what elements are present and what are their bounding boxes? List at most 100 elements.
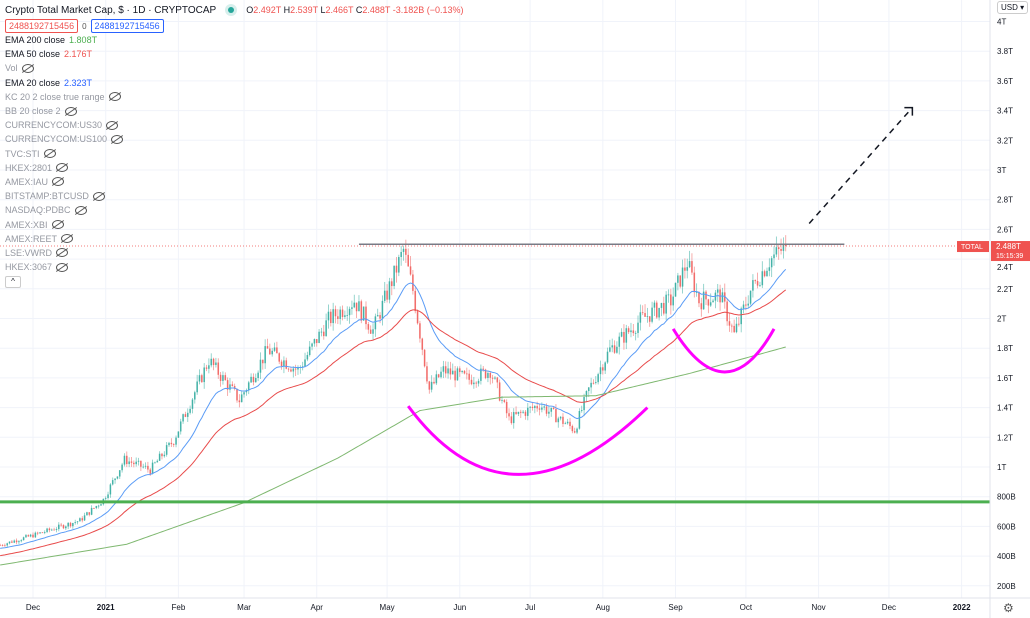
candle-body [13,540,16,543]
candle-body [426,366,428,382]
candle-body [571,426,574,432]
candle-body [393,265,395,287]
candle-body [29,534,32,537]
candle-body [311,343,313,347]
hidden-eye-icon[interactable] [43,149,56,159]
candle-body [39,532,41,534]
candle-body [487,372,489,378]
candle-body [360,301,363,321]
candle-body [43,532,46,533]
indicator-row[interactable]: BITSTAMP:BTCUSD [5,189,464,203]
candle-body [346,315,349,316]
candle-body [489,372,492,378]
candle-body [123,455,126,465]
indicator-row[interactable]: Vol [5,61,464,75]
candle-body [383,290,386,301]
indicator-row[interactable]: CURRENCYCOM:US100 [5,132,464,146]
settings-gear-icon[interactable]: ⚙ [1003,601,1014,615]
candle-body [196,381,198,393]
candle-body [407,254,409,267]
collapse-legend-button[interactable]: ^ [5,276,21,289]
candle-body [165,445,168,455]
indicator-row[interactable]: EMA 20 close 2.323T [5,76,464,90]
hidden-eye-icon[interactable] [111,134,124,144]
candle-body [512,412,515,424]
candle-body [470,379,473,385]
price-tag-value: 2.488T [996,242,1021,251]
candle-body [79,518,81,522]
candle-body [226,380,229,390]
indicator-row[interactable]: LSE:VWRD [5,246,464,260]
indicator-row[interactable]: EMA 200 close 1.808T [5,33,464,47]
currency-select[interactable]: USD ▾ [997,1,1029,14]
candle-body [449,368,452,375]
candle-body [362,306,365,321]
candle-body [768,267,771,271]
hidden-eye-icon[interactable] [108,92,121,102]
candle-body [118,470,121,477]
hidden-eye-icon[interactable] [106,120,119,130]
candle-body [32,534,34,538]
hidden-eye-icon[interactable] [61,234,74,244]
x-tick-label: Mar [237,603,251,612]
indicator-row[interactable]: CURRENCYCOM:US30 [5,118,464,132]
candle-body [191,399,194,409]
hidden-eye-icon[interactable] [92,191,105,201]
candle-body [283,360,285,367]
hidden-eye-icon[interactable] [56,262,69,272]
candle-body [34,532,37,538]
symbol-tag [957,241,989,253]
hidden-eye-icon[interactable] [56,163,69,173]
indicator-row[interactable]: HKEX:2801 [5,161,464,175]
candle-body [660,302,663,308]
candle-body [374,316,377,330]
indicator-row[interactable]: TVC:STI [5,147,464,161]
hidden-eye-icon[interactable] [51,220,64,230]
candle-body [541,407,543,410]
candle-body [194,392,196,400]
candle-body [763,271,766,277]
candle-body [651,307,653,322]
candle-body [69,522,72,527]
indicator-row[interactable]: HKEX:3067 [5,260,464,274]
candle-body [161,453,163,457]
input-b[interactable]: 2488192715456 [90,19,164,33]
indicator-row[interactable]: AMEX:REET [5,232,464,246]
indicator-row[interactable]: AMEX:IAU [5,175,464,189]
candle-body [381,300,384,319]
candle-body [644,313,646,317]
candle-body [18,541,20,543]
candle-body [742,304,745,309]
candle-body [738,323,740,325]
input-a[interactable]: 2488192715456 [5,19,79,33]
candle-body [597,374,599,383]
indicator-name: EMA 50 close [5,49,61,60]
candle-body [592,382,595,384]
hidden-eye-icon[interactable] [56,248,69,258]
indicator-row[interactable]: KC 20 2 close true range [5,90,464,104]
hidden-eye-icon[interactable] [21,63,34,73]
indicator-row[interactable]: AMEX:XBI [5,217,464,231]
indicator-row[interactable]: NASDAQ:PDBC [5,203,464,217]
indicator-row[interactable]: EMA 50 close 2.176T [5,47,464,61]
candle-body [749,290,752,304]
candle-body [126,455,128,465]
candle-body [524,411,527,416]
candle-body [702,291,705,310]
candle-body [264,346,266,364]
candle-body [773,254,775,259]
candle-body [402,248,405,252]
candle-body [168,442,170,446]
symbol-title[interactable]: Crypto Total Market Cap, $ · 1D · CRYPTO… [5,4,217,16]
hidden-eye-icon[interactable] [52,177,65,187]
hidden-eye-icon[interactable] [74,205,87,215]
hidden-eye-icon[interactable] [64,106,77,116]
indicator-row[interactable]: BB 20 close 2 [5,104,464,118]
candle-body [423,349,426,367]
indicator-name: Vol [5,63,18,74]
candle-body [590,382,592,388]
candle-body [276,347,278,354]
candle-body [280,361,283,367]
candle-body [149,469,152,474]
